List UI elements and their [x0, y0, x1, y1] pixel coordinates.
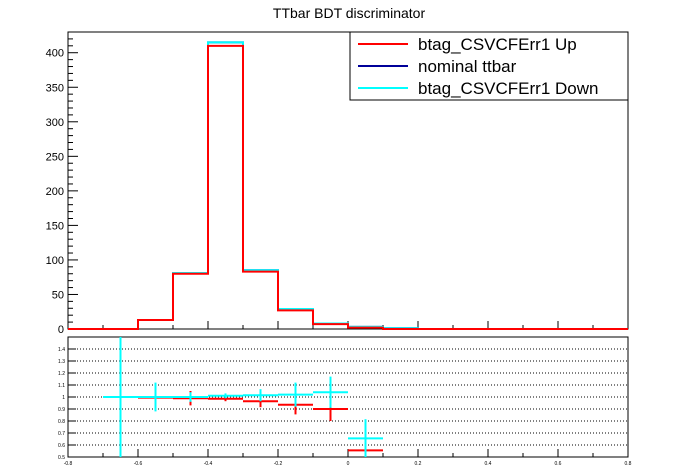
ratio-series-group [103, 337, 383, 457]
ratio-y-tick-label: 1.2 [58, 371, 65, 377]
ratio-y-tick-label: 1.3 [58, 359, 65, 365]
top-y-tick-label: 150 [46, 220, 64, 232]
top-series-group [68, 41, 628, 330]
ratio-grid [68, 348, 628, 446]
ratio-x-axis: -0.8 -0.6 -0.4 -0.2 0 0.2 0.4 0.6 0.8 [64, 449, 632, 467]
legend: btag_CSVCFErr1 Up nominal ttbar btag_CSV… [349, 31, 629, 101]
ratio-x-tick-label: 0.2 [415, 461, 422, 467]
ratio-x-tick-label: -0.8 [64, 461, 73, 467]
legend-label-down: btag_CSVCFErr1 Down [418, 79, 598, 98]
ratio-y-tick-label: 0.7 [58, 431, 65, 437]
ratio-y-tick-label: 1 [62, 395, 65, 401]
top-y-axis: 0 50 100 150 200 250 300 350 400 [46, 38, 629, 336]
ratio-x-tick-label: -0.6 [134, 461, 143, 467]
legend-label-nominal: nominal ttbar [418, 57, 517, 76]
top-y-tick-label: 0 [58, 324, 64, 336]
ratio-y-tick-label: 0.8 [58, 419, 65, 425]
top-panel: 0 50 100 150 200 250 300 350 400 [46, 31, 629, 336]
legend-label-up: btag_CSVCFErr1 Up [418, 35, 577, 54]
ratio-panel: 0.50.60.70.80.911.11.21.31.4 -0.8 -0.6 -0.… [58, 336, 632, 467]
top-y-tick-label: 200 [46, 186, 64, 198]
ratio-y-tick-label: 0.9 [58, 407, 65, 413]
ratio-x-tick-label: 0.8 [625, 461, 632, 467]
top-y-tick-label: 50 [52, 289, 64, 301]
ratio-x-tick-label: 0.6 [555, 461, 562, 467]
top-y-tick-label: 250 [46, 151, 64, 163]
ratio-y-axis: 0.5 0.6 0.7 0.8 0.9 1 1.1 1.2 1.3 1.4 [58, 347, 76, 461]
ratio-y-tick-label: 1.4 [58, 347, 65, 353]
ratio-x-tick-label: -0.2 [274, 461, 283, 467]
ratio-y-tick-label: 0.6 [58, 443, 65, 449]
top-y-tick-label: 350 [46, 82, 64, 94]
top-y-tick-label: 300 [46, 117, 64, 129]
chart-title: TTbar BDT discriminator [273, 5, 426, 21]
ratio-x-tick-label: 0.4 [485, 461, 492, 467]
ratio-y-tick-label: 1.1 [58, 383, 65, 389]
ratio-x-tick-label: 0 [347, 461, 350, 467]
ratio-y-tick-label: 0.5 [58, 455, 65, 461]
top-y-tick-label: 100 [46, 255, 64, 267]
ratio-x-tick-label: -0.4 [204, 461, 213, 467]
histogram-btag-csvcferr1-up [68, 44, 628, 330]
top-y-tick-label: 400 [46, 48, 64, 60]
